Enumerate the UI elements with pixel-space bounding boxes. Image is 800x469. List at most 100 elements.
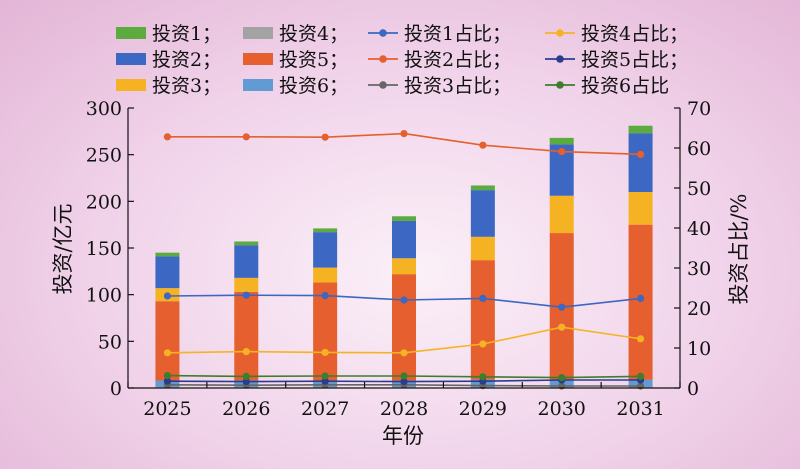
y2-tick-label: 0 [687, 378, 699, 400]
x-tick-label: 2030 [538, 398, 586, 420]
x-tick-label: 2026 [222, 398, 270, 420]
legend: 投资1； 投资4； 投资1占比； 投资4占比； 投资2； 投资5； 投资2占比； 投资5占比；… [116, 23, 688, 97]
y2-tick-label: 10 [687, 338, 711, 360]
line-point [321, 377, 329, 385]
legend-swatch [243, 79, 273, 91]
line-point [558, 374, 566, 382]
bar-segment [155, 256, 180, 289]
bar-segment [313, 228, 338, 233]
line-point [163, 292, 172, 300]
legend-marker [556, 55, 564, 63]
line-point [400, 349, 408, 357]
y2-tick-label: 60 [687, 138, 711, 160]
line-point [242, 372, 250, 380]
legend-label: 投资2占比； [404, 49, 511, 71]
legend-swatch [243, 27, 273, 39]
bar-segment [234, 245, 259, 278]
bar-segment [392, 220, 416, 259]
y-tick-label: 200 [86, 191, 122, 213]
line-point [479, 141, 487, 149]
bar-segment [155, 252, 180, 257]
line-point [242, 348, 250, 356]
legend-label: 投资4； [279, 23, 348, 45]
line-point [400, 130, 408, 138]
line-point [479, 373, 487, 381]
bar-segment [313, 267, 338, 283]
line-point [636, 150, 645, 158]
bar-segment [234, 291, 259, 381]
legend-label: 投资2； [152, 49, 221, 71]
line-point [321, 133, 329, 141]
legend-marker [379, 81, 387, 89]
bar-segment [549, 195, 574, 234]
line-point [479, 294, 487, 302]
legend-swatch [116, 79, 146, 91]
line-point [163, 377, 172, 385]
line-point [242, 133, 250, 141]
y-tick-label: 300 [86, 98, 122, 120]
legend-swatch [116, 27, 146, 39]
bar-segment [392, 216, 416, 221]
legend-marker [556, 81, 564, 89]
line-point [163, 133, 172, 141]
bar-segment [628, 133, 653, 192]
line-point [558, 148, 566, 156]
bar-series-group [155, 125, 653, 388]
y2-tick-label: 20 [687, 298, 711, 320]
line-point [242, 291, 250, 299]
line-point [242, 378, 250, 386]
legend-label: 投资4占比； [581, 23, 688, 45]
bar-segment [234, 277, 259, 292]
legend-marker [556, 29, 564, 37]
bar-segment [392, 258, 416, 275]
line-point [636, 294, 645, 302]
legend-label: 投资3占比； [404, 75, 511, 97]
bar-segment [470, 190, 495, 237]
line-point [400, 296, 408, 304]
bar-segment [628, 192, 653, 225]
legend-label: 投资1占比； [404, 23, 511, 45]
line-point [321, 348, 329, 356]
legend-label: 投资5； [279, 49, 348, 71]
legend-marker [379, 55, 387, 63]
y-tick-label: 250 [86, 145, 122, 167]
legend-label: 投资6占比 [581, 75, 669, 97]
y-tick-label: 150 [86, 238, 122, 260]
bar-segment [392, 274, 416, 381]
legend-swatch [243, 53, 273, 65]
y2-axis-title: 投资占比/% [727, 193, 751, 304]
line-point [163, 349, 172, 357]
y2-tick-label: 30 [687, 258, 711, 280]
legend-label: 投资1； [152, 23, 221, 45]
x-tick-label: 2028 [380, 398, 428, 420]
bar-segment [470, 185, 495, 191]
legend-label: 投资5占比； [581, 49, 688, 71]
legend-label: 投资3； [152, 75, 221, 97]
line-point [163, 372, 172, 380]
x-axis-title: 年份 [382, 424, 424, 448]
bar-segment [549, 137, 574, 145]
y-tick-label: 0 [110, 378, 122, 400]
line-point [558, 303, 566, 311]
line-point [636, 335, 645, 343]
legend-swatch [116, 53, 146, 65]
y-axis-title: 投资/亿元 [51, 203, 75, 294]
y-tick-label: 100 [86, 285, 122, 307]
y2-tick-label: 40 [687, 218, 711, 240]
line-point [479, 340, 487, 348]
line-point [321, 292, 329, 300]
x-tick-label: 2027 [301, 398, 349, 420]
bar-segment [470, 236, 495, 261]
bar-segment [628, 224, 653, 380]
line-point [400, 372, 408, 380]
line-point [321, 372, 329, 380]
x-tick-label: 2031 [616, 398, 664, 420]
bar-segment [628, 125, 653, 134]
legend-marker [379, 29, 387, 37]
line-point [400, 378, 408, 386]
line-point [636, 372, 645, 380]
y-tick-label: 50 [98, 331, 122, 353]
